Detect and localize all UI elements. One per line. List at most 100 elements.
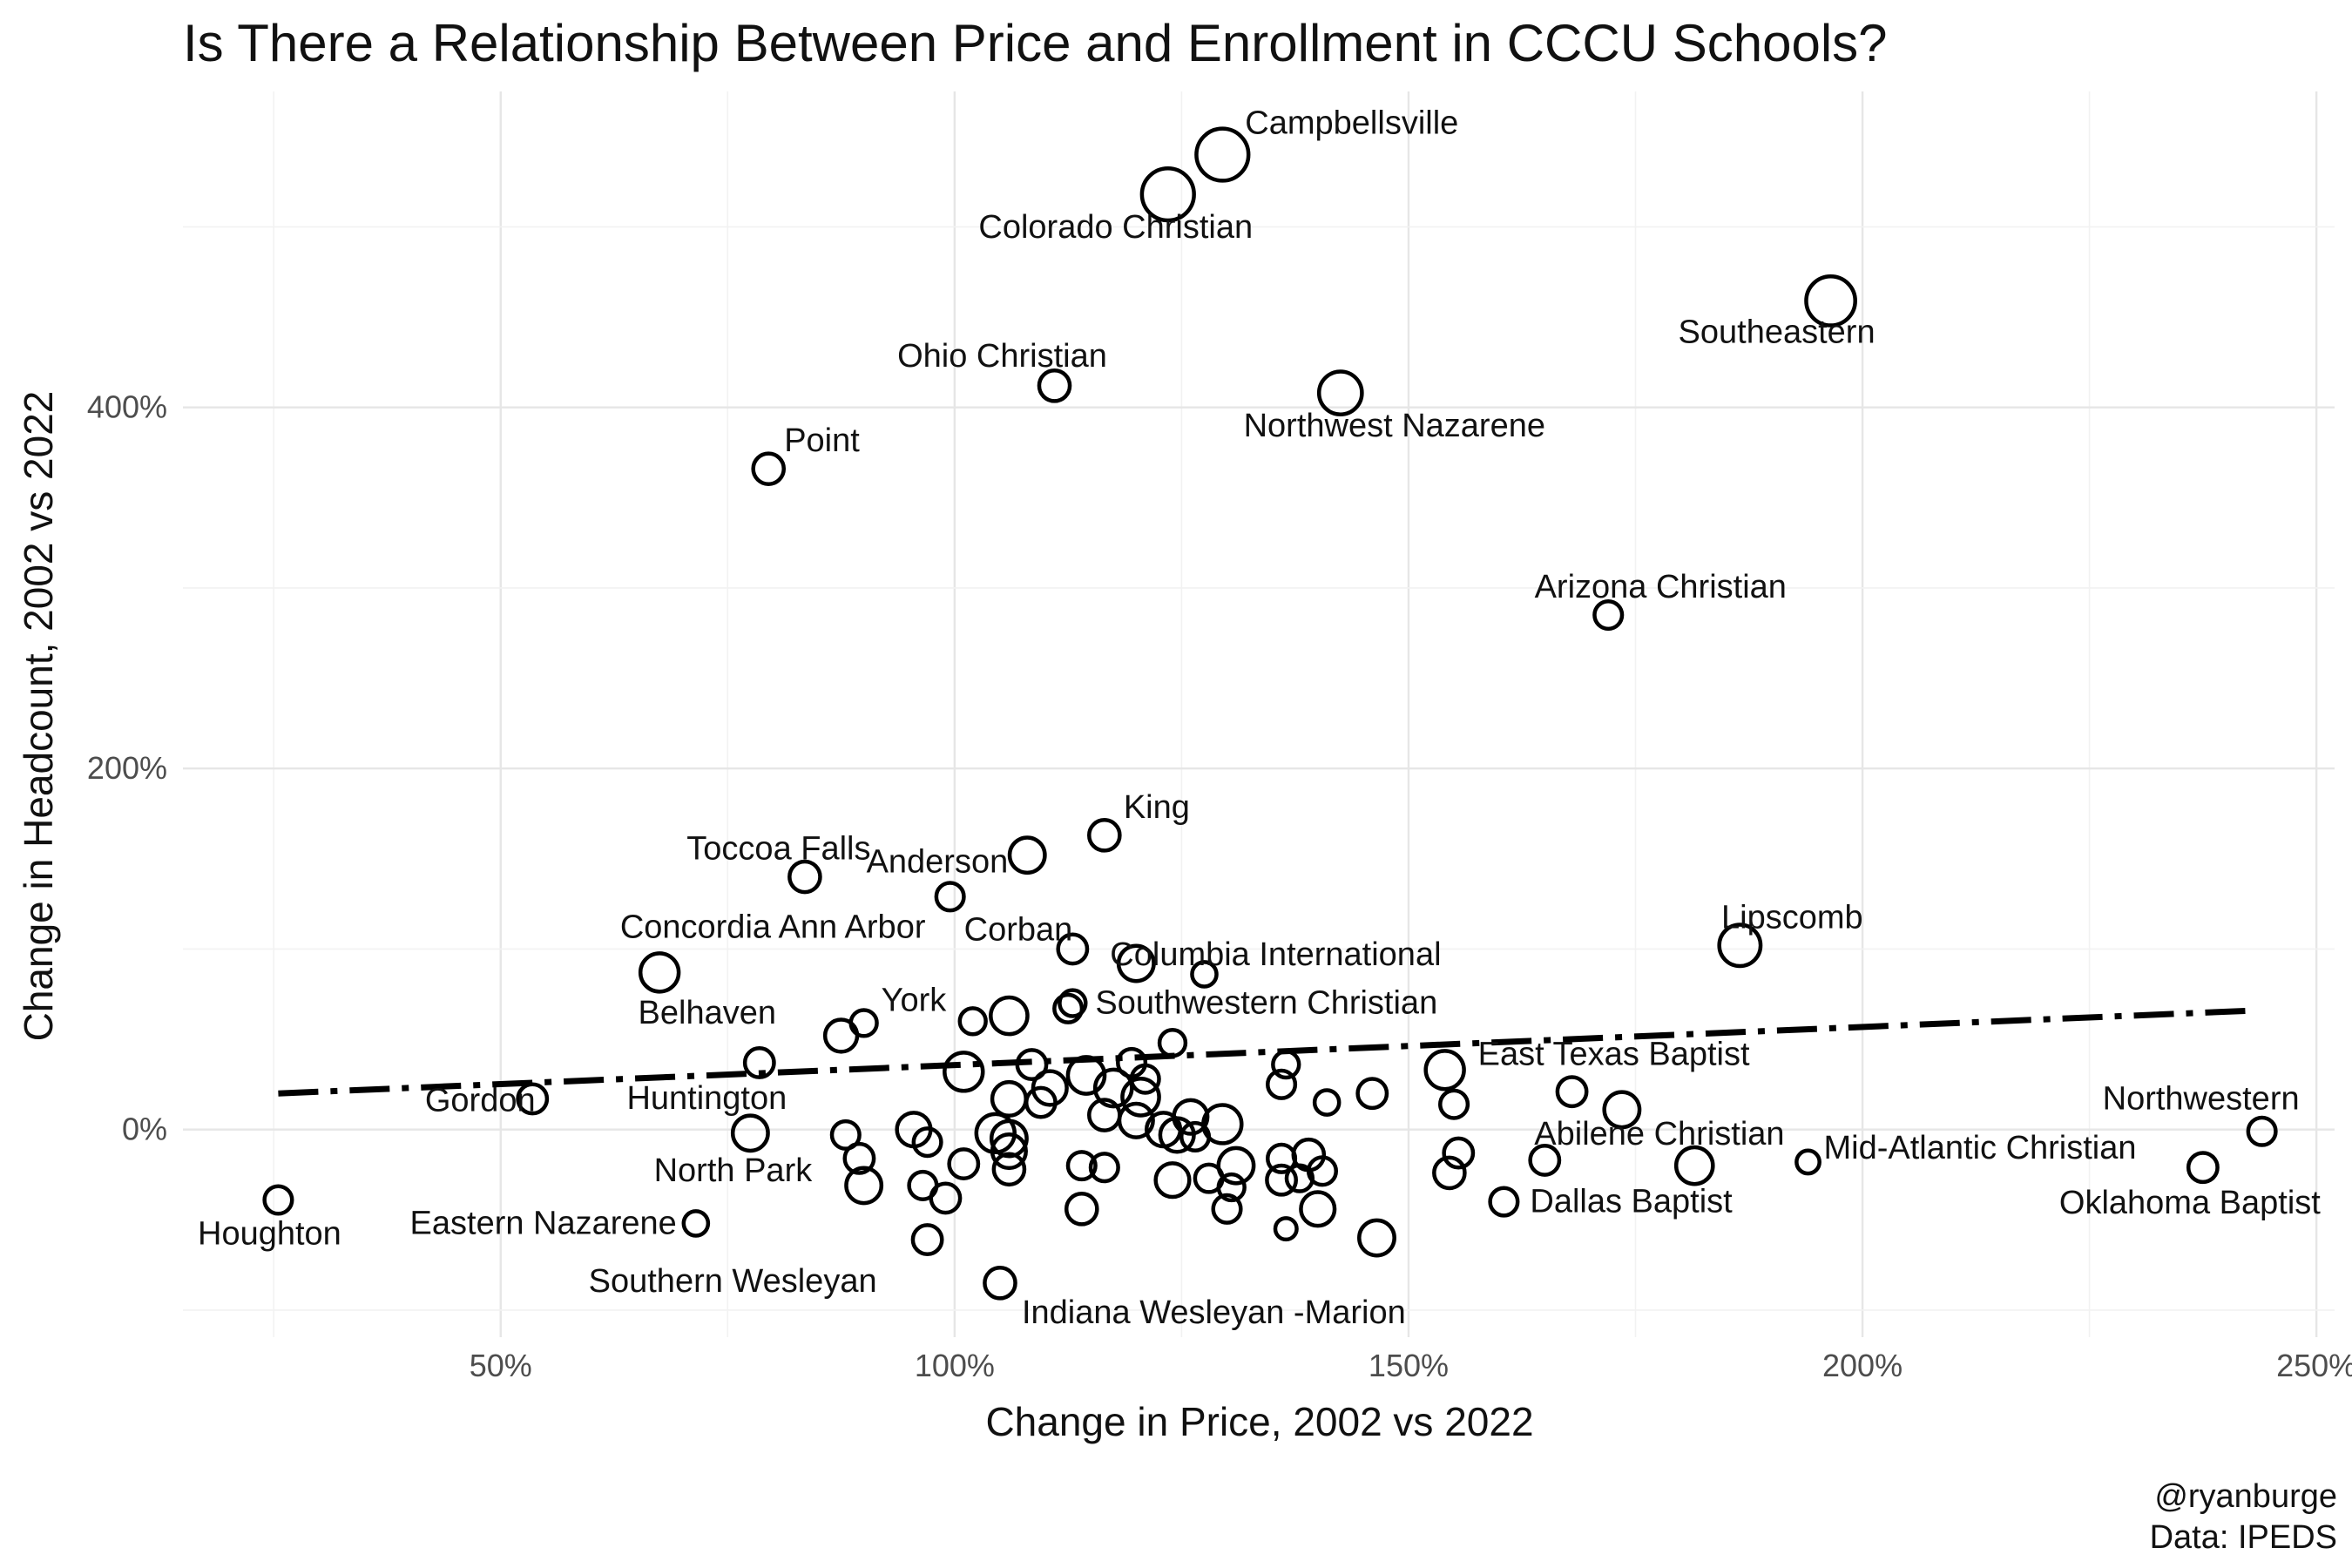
data-point — [1442, 1136, 1476, 1170]
data-point — [1432, 1155, 1467, 1191]
x-tick-label: 100% — [915, 1348, 995, 1383]
point-label: Gordon — [425, 1082, 536, 1119]
data-point — [947, 1147, 981, 1180]
labeled-data-point — [1316, 369, 1364, 416]
tick-labels-layer: 50% 100% 150% 200% 250% 0% 200% 400% — [87, 389, 2352, 1383]
labeled-data-point — [842, 1141, 876, 1175]
point-label: Southeastern — [1679, 314, 1876, 350]
data-point — [1015, 1048, 1049, 1081]
data-point — [1065, 1150, 1098, 1182]
labeled-data-point — [262, 1184, 294, 1216]
point-label: York — [882, 982, 948, 1018]
data-point — [929, 1181, 963, 1215]
data-point — [1056, 932, 1090, 966]
labeled-data-point — [1087, 818, 1122, 853]
data-point — [1190, 960, 1219, 989]
y-tick-label: 200% — [87, 750, 167, 786]
data-point — [1052, 992, 1085, 1024]
data-point — [1355, 1077, 1389, 1111]
point-label: Southern Wesleyan — [589, 1263, 877, 1300]
labeled-data-point — [1592, 598, 1625, 632]
labeled-data-point — [1794, 1148, 1821, 1176]
data-point — [1024, 1085, 1058, 1119]
point-label: Arizona Christian — [1535, 569, 1787, 605]
point-labels-layer: Campbellsville Colorado Christian Southeas… — [198, 105, 2321, 1331]
data-point — [1064, 1192, 1099, 1227]
labeled-data-point — [1037, 368, 1072, 403]
data-point — [1602, 1090, 1642, 1130]
point-label: Southwestern Christian — [1095, 985, 1437, 1022]
data-point — [1273, 1216, 1299, 1242]
data-point — [1673, 1145, 1715, 1186]
labeled-data-point — [1058, 988, 1088, 1018]
data-point — [1266, 1068, 1298, 1100]
point-label: Campbellsville — [1245, 105, 1458, 142]
labeled-data-point — [751, 451, 787, 486]
data-point — [1172, 1098, 1210, 1136]
point-label: Dallas Baptist — [1530, 1184, 1733, 1220]
point-label: Indiana Wesleyan -Marion — [1022, 1294, 1406, 1331]
point-label: East Texas Baptist — [1478, 1036, 1750, 1072]
data-point — [1117, 1101, 1155, 1139]
point-label: Lipscomb — [1721, 899, 1863, 936]
y-tick-label: 400% — [87, 389, 167, 425]
data-point — [1357, 1218, 1396, 1258]
caption-source: Data: IPEDS — [2150, 1519, 2337, 1556]
data-point — [990, 1079, 1028, 1119]
labeled-data-point — [1423, 1049, 1466, 1092]
point-label: Northwestern — [2103, 1081, 2300, 1118]
data-point — [957, 1006, 988, 1037]
data-point — [829, 1119, 862, 1151]
data-point — [990, 1132, 1028, 1171]
y-tick-label: 0% — [122, 1112, 167, 1147]
data-point — [1216, 1146, 1256, 1186]
x-axis-title: Change in Price, 2002 vs 2022 — [985, 1399, 1533, 1444]
x-tick-label: 250% — [2276, 1348, 2352, 1383]
data-point — [1265, 1163, 1298, 1197]
y-axis-title: Change in Headcount, 2002 vs 2022 — [16, 391, 61, 1042]
labeled-data-point — [983, 1266, 1017, 1301]
labeled-data-point — [934, 881, 966, 913]
point-label: North Park — [654, 1152, 814, 1189]
data-point — [1120, 1077, 1161, 1118]
data-point — [1179, 1120, 1212, 1153]
point-label: Oklahoma Baptist — [2059, 1185, 2321, 1221]
labeled-data-point — [1007, 835, 1047, 875]
trend-line-layer — [278, 1007, 2258, 1097]
labeled-data-point — [848, 1008, 879, 1038]
labeled-data-point — [1804, 274, 1857, 328]
data-point — [1153, 1161, 1192, 1200]
labeled-data-point — [1116, 943, 1156, 983]
x-tick-label: 50% — [470, 1348, 532, 1383]
point-label: Anderson — [867, 844, 1009, 881]
labeled-data-point — [787, 859, 822, 895]
labeled-data-point — [2246, 1115, 2278, 1147]
point-label: Toccoa Falls — [686, 831, 870, 868]
point-label: Columbia International — [1110, 936, 1441, 973]
data-point — [1065, 1055, 1107, 1096]
point-label: Mid-Atlantic Christian — [1824, 1130, 2137, 1166]
labeled-data-point — [1528, 1143, 1562, 1177]
data-point — [844, 1166, 884, 1206]
labeled-data-point — [638, 951, 681, 994]
chart-title: Is There a Relationship Between Price an… — [183, 14, 1888, 72]
trend-line — [278, 1007, 2258, 1097]
labeled-data-point — [1139, 166, 1196, 223]
data-point — [1284, 1163, 1315, 1193]
point-label: Point — [784, 422, 860, 459]
point-label: Ohio Christian — [897, 338, 1107, 375]
labeled-data-point — [1194, 126, 1251, 183]
caption-handle: @ryanburge — [2154, 1478, 2337, 1515]
data-point — [989, 1119, 1029, 1159]
data-point — [1216, 1172, 1247, 1203]
x-tick-label: 150% — [1369, 1348, 1449, 1383]
labeled-data-point — [2186, 1151, 2220, 1185]
labeled-data-point — [516, 1082, 550, 1116]
labeled-data-point — [1488, 1186, 1520, 1218]
point-label: Northwest Nazarene — [1244, 408, 1545, 444]
data-point — [1555, 1075, 1589, 1109]
labeled-data-point — [681, 1209, 711, 1238]
labeled-data-point — [1717, 923, 1763, 969]
